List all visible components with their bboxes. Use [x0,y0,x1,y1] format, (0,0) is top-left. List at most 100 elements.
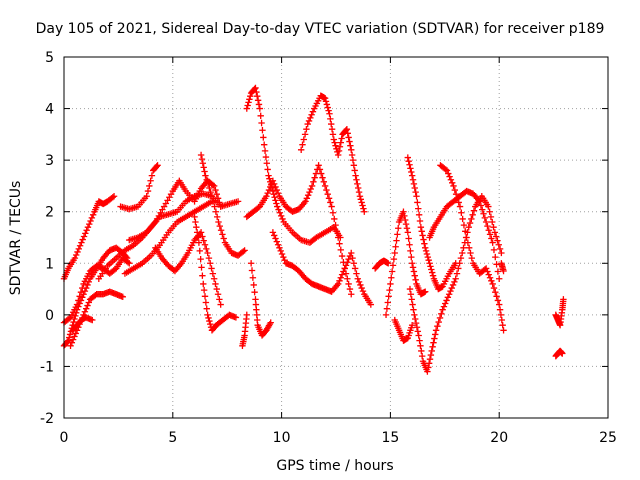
data-point-interp [344,275,351,282]
data-point [485,203,492,210]
data-point-interp [410,268,418,275]
data-point-interp [331,215,338,223]
data-point-interp [199,233,206,240]
data-point [559,350,566,357]
y-tick-label: 0 [45,308,54,324]
data-point [260,141,268,148]
data-point-interp [414,199,421,206]
data-point-interp [408,296,415,303]
data-point [67,342,74,349]
data-point-interp [205,314,212,322]
data-point-interp [406,241,413,248]
data-point-interp [307,114,314,122]
data-point [73,301,81,308]
data-point-interp [270,190,277,198]
data-point [500,327,507,334]
series-sat-aa [552,347,566,360]
data-point [400,208,407,215]
data-point-interp [271,180,278,188]
grid [64,57,608,418]
data-point-interp [272,183,279,191]
data-point [65,337,72,344]
data-point-interp [451,278,458,286]
data-point-interp [250,281,257,289]
series-sat-k [197,151,248,259]
data-point-interp [498,316,506,324]
data-point-interp [262,153,270,161]
x-tick-label: 0 [60,430,69,446]
data-point-interp [448,284,455,292]
data-point-interp [403,225,411,232]
y-axis-label: SDTVAR / TECUs [8,181,24,296]
data-point [354,275,361,282]
data-point [489,280,496,288]
data-point-interp [258,119,265,127]
data-point-interp [453,270,461,277]
data-point-interp [466,219,474,227]
data-point-interp [412,315,419,323]
data-point-interp [210,198,217,205]
series-sat-d [60,254,133,326]
data-point-interp [488,235,495,242]
data-point-interp [75,245,82,253]
data-point-interp [338,252,346,260]
data-point-interp [322,98,330,105]
data-point-interp [467,249,474,257]
data-point-interp [219,231,226,238]
data-point-interp [257,112,264,119]
data-point-interp [85,299,93,306]
data-point-interp [336,143,344,150]
data-point [465,223,472,231]
data-point-interp [468,254,475,262]
series-sat-q [297,92,368,215]
data-point-interp [496,306,504,313]
data-point-interp [354,184,362,192]
data-point-interp [455,265,462,272]
data-point [496,301,503,308]
data-point-interp [280,253,287,261]
data-point-interp [432,331,439,338]
data-point-interp [477,202,485,209]
data-point-interp [148,172,156,179]
data-point-interp [248,267,256,274]
data-point-interp [419,232,426,239]
data-point [452,275,459,282]
series-sat-r [269,229,375,308]
data-point-interp [421,240,428,247]
data-point-interp [271,232,278,239]
data-point-interp [481,214,489,222]
data-point-interp [465,244,473,252]
axes: 0 5 10 15 20 25 -2 -1 0 1 2 3 4 5 [40,50,617,446]
data-point [330,136,338,143]
data-point [456,203,464,210]
data-point-interp [217,227,225,234]
data-point-interp [469,211,476,219]
data-point [404,154,412,161]
y-tick-label: 4 [45,102,54,118]
data-point-interp [415,211,423,219]
data-point-interp [409,176,417,183]
data-point [202,172,209,179]
data-point [424,368,431,375]
data-point-interp [424,253,432,261]
data-point [408,172,416,179]
y-tick-label: 5 [45,50,54,66]
data-point [443,167,451,174]
data-point-interp [205,254,213,262]
data-point-interp [430,339,437,346]
data-point-interp [335,147,343,155]
data-point-interp [393,237,400,244]
y-tick-label: 3 [45,153,54,169]
data-point-interp [337,246,344,254]
data-point-interp [494,297,502,304]
data-point-interp [265,186,273,194]
data-point-interp [213,285,220,293]
data-point [204,249,211,257]
data-point-interp [350,260,358,267]
data-point-interp [200,286,208,294]
data-point-interp [254,92,261,100]
data-point-interp [405,157,412,165]
data-point-interp [201,241,209,248]
data-point-interp [80,233,88,240]
data-point-interp [353,176,360,183]
